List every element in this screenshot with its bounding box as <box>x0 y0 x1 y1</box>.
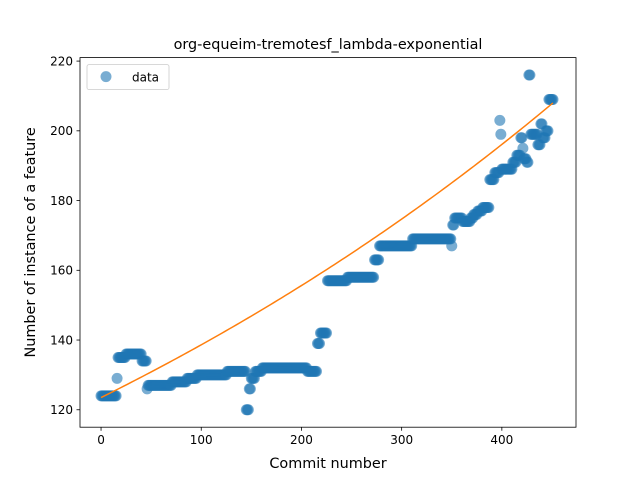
plot-area <box>80 57 576 428</box>
x-tick-label: 100 <box>190 433 213 447</box>
y-tick-label: 140 <box>50 333 73 347</box>
legend-box <box>86 64 170 90</box>
fit-line <box>100 102 554 399</box>
data-point <box>111 372 123 384</box>
data-point <box>483 202 495 214</box>
y-tick-label: 180 <box>50 194 73 208</box>
x-tick-label: 200 <box>290 433 313 447</box>
y-axis-ticks: 120 140 160 180 200 220 <box>50 54 80 417</box>
data-points <box>95 69 559 416</box>
data-point <box>110 390 122 402</box>
x-axis-label: Commit number <box>269 456 386 472</box>
x-tick-label: 0 <box>97 433 105 447</box>
legend-marker <box>100 71 112 83</box>
data-point <box>494 114 506 126</box>
data-point <box>310 365 322 377</box>
y-tick-label: 120 <box>50 403 73 417</box>
data-point <box>547 93 559 105</box>
chart-title: org-equeim-tremotesf_lambda-exponential <box>174 37 483 53</box>
x-tick-label: 300 <box>390 433 413 447</box>
data-point <box>517 142 529 154</box>
legend: data <box>86 64 170 90</box>
x-tick-label: 400 <box>490 433 513 447</box>
x-axis-ticks: 0 100 200 300 400 <box>97 427 513 447</box>
data-point <box>313 338 325 350</box>
data-point <box>242 404 254 416</box>
y-tick-label: 160 <box>50 264 73 278</box>
data-point <box>320 327 332 339</box>
plot-frame <box>79 57 577 428</box>
y-axis-label: Number of instance of a feature <box>23 127 39 357</box>
data-point <box>516 132 528 144</box>
data-point <box>373 254 385 266</box>
data-point <box>140 355 152 367</box>
data-point <box>244 383 256 395</box>
data-point <box>542 125 554 137</box>
legend-label: data <box>132 71 159 85</box>
y-tick-label: 200 <box>50 124 73 138</box>
data-point <box>368 271 380 283</box>
data-point <box>495 128 507 140</box>
data-point <box>522 156 534 168</box>
y-tick-label: 220 <box>50 54 73 68</box>
data-point <box>446 240 458 252</box>
data-point <box>524 69 536 81</box>
